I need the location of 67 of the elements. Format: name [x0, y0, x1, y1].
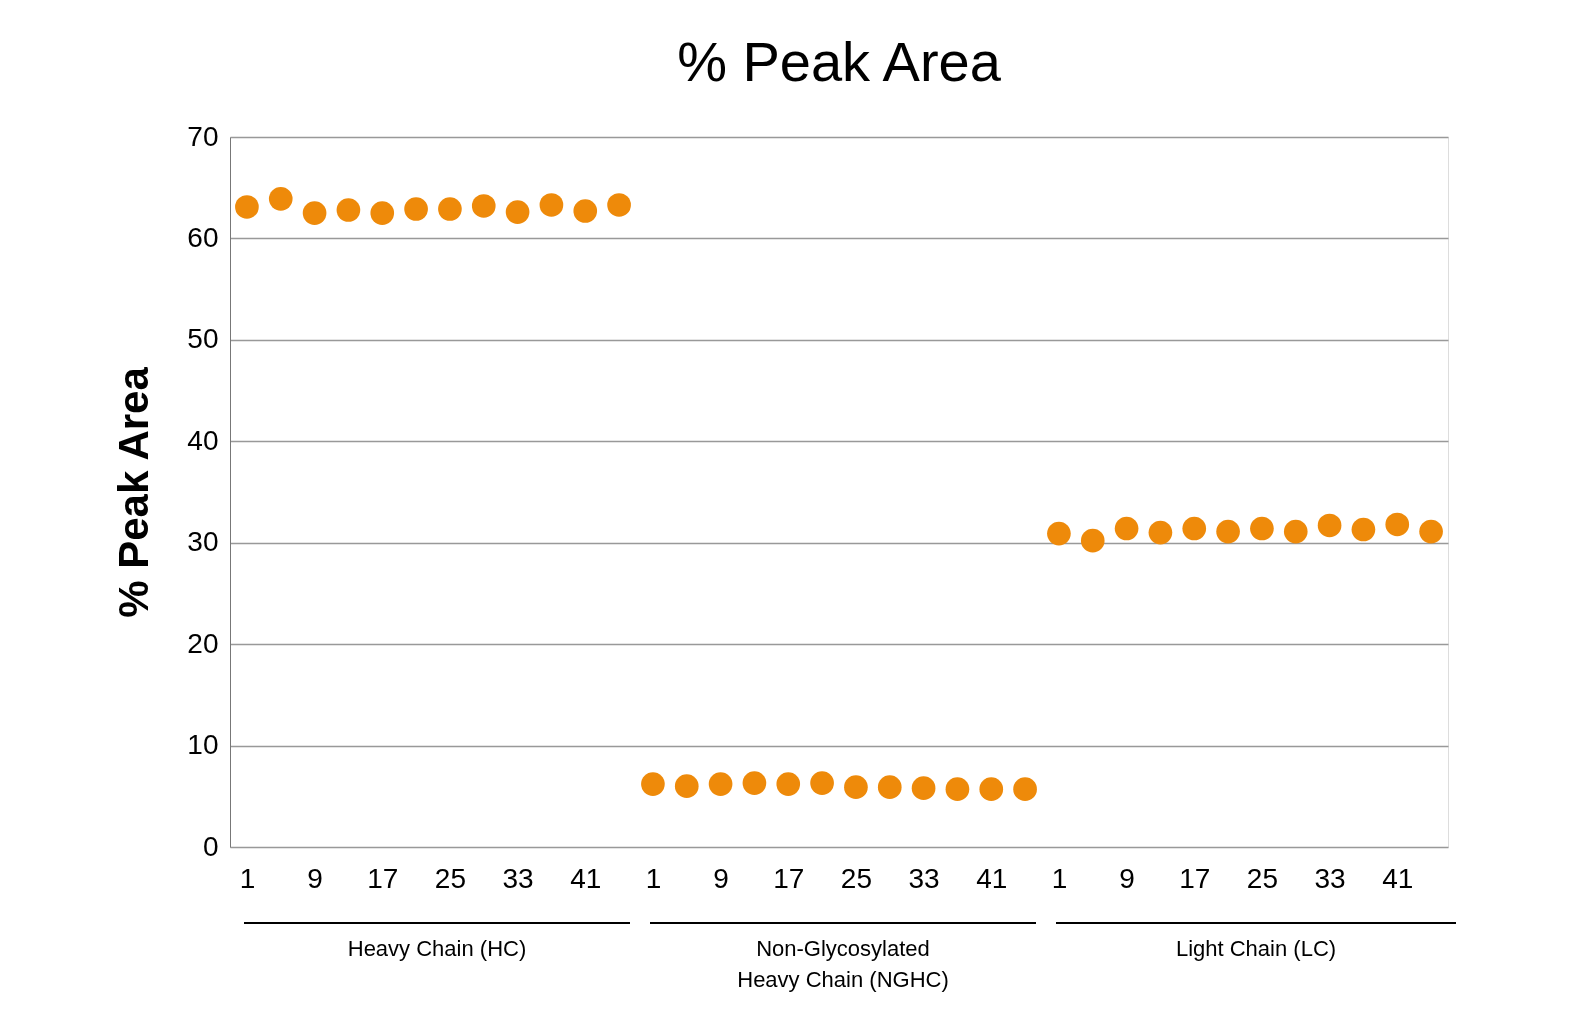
point — [302, 201, 327, 225]
point — [945, 777, 970, 801]
x-tick-label: 17 — [1179, 862, 1211, 894]
x-tick-label: 25 — [1246, 862, 1278, 894]
point — [708, 772, 733, 796]
point — [1047, 521, 1071, 546]
x-tick-label: 9 — [307, 862, 323, 894]
point — [505, 200, 530, 224]
y-tick-label: 60 — [187, 221, 219, 253]
y-tick-label: 10 — [187, 729, 219, 761]
point — [404, 197, 428, 221]
chart-title: % Peak Area — [677, 30, 1002, 93]
point — [1013, 777, 1037, 801]
x-tick-label: 41 — [570, 862, 602, 894]
point — [1419, 519, 1443, 544]
x-tick-label: 25 — [434, 862, 466, 894]
point — [438, 197, 462, 221]
point — [674, 774, 699, 798]
point — [979, 777, 1004, 801]
point — [1351, 517, 1376, 542]
x-tick-label: 17 — [367, 862, 399, 894]
y-tick-label: 0 — [202, 830, 219, 862]
x-tick-label: 1 — [1051, 862, 1068, 894]
point — [911, 776, 936, 800]
x-tick-label: 9 — [1119, 862, 1135, 894]
point — [776, 772, 801, 796]
point — [573, 199, 598, 223]
x-tick-label: 1 — [645, 862, 662, 894]
y-axis-title: % Peak Area — [110, 366, 158, 618]
point — [1148, 520, 1173, 545]
y-tick-label: 30 — [187, 526, 219, 558]
point — [607, 193, 631, 217]
text: Light Chain (LC) — [1175, 936, 1337, 961]
x-tick-label: 41 — [1382, 862, 1414, 894]
point — [1317, 513, 1342, 538]
point — [539, 193, 564, 217]
text: Heavy Chain (HC) — [347, 936, 527, 961]
y-tick-label: 50 — [187, 323, 219, 355]
point — [810, 771, 834, 795]
x-tick-label: 17 — [773, 862, 805, 894]
point — [1385, 512, 1410, 537]
x-tick-label: 25 — [840, 862, 872, 894]
point — [471, 194, 496, 218]
point — [641, 772, 665, 796]
x-tick-label: 9 — [713, 862, 729, 894]
x-tick-label: 33 — [1314, 862, 1346, 894]
point — [1182, 516, 1207, 541]
point — [877, 775, 902, 799]
y-tick-label: 40 — [187, 424, 219, 456]
y-tick-label: 20 — [187, 627, 219, 659]
text: Non-Glycosylated Heavy Chain (NGHC) — [737, 936, 949, 992]
x-tick-label: 33 — [502, 862, 534, 894]
point — [1114, 516, 1139, 541]
point — [370, 201, 395, 225]
point — [1216, 519, 1240, 544]
point — [336, 198, 361, 222]
y-tick-label: 70 — [187, 120, 219, 152]
point — [1283, 519, 1308, 544]
point — [742, 771, 767, 795]
point — [235, 195, 259, 219]
point — [844, 775, 868, 799]
point — [1250, 516, 1274, 541]
x-tick-label: 33 — [908, 862, 940, 894]
point — [1080, 528, 1105, 553]
x-tick-label: 41 — [976, 862, 1008, 894]
point — [268, 187, 293, 211]
x-tick-label: 1 — [239, 862, 256, 894]
